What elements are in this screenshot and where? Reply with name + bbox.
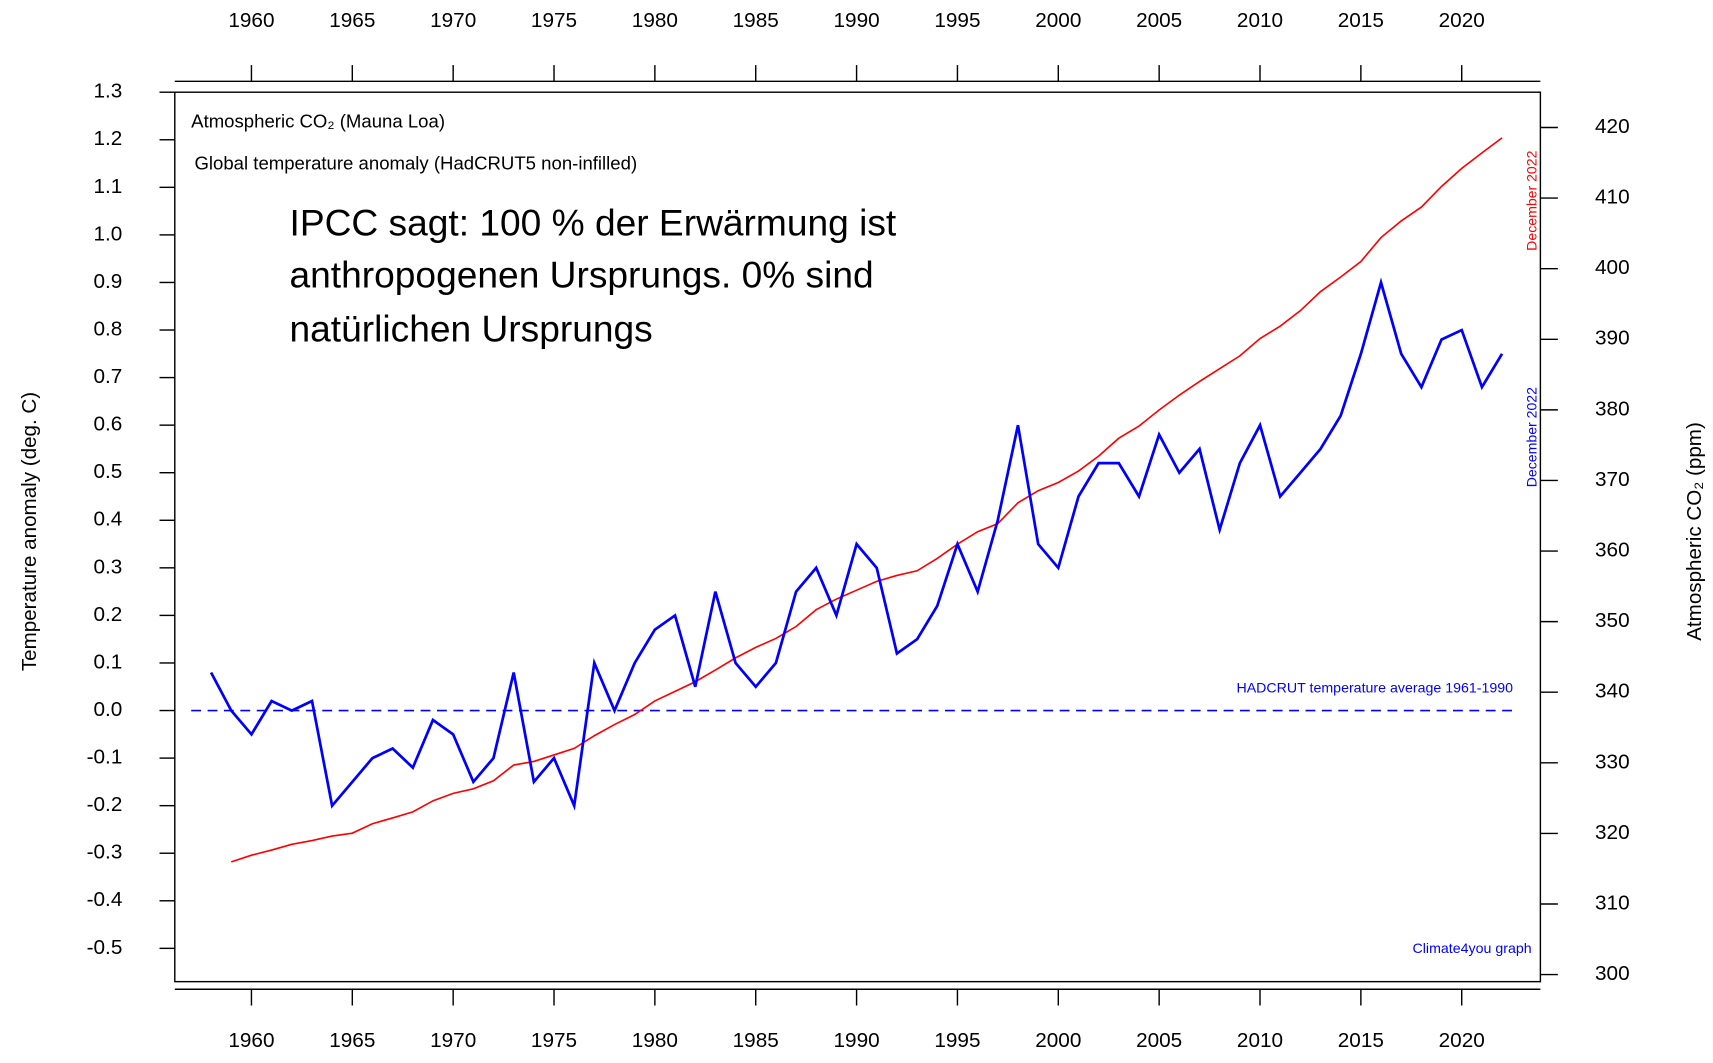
x-tick-label: 2020 (1439, 9, 1485, 32)
x-tick-label: 2010 (1237, 9, 1283, 32)
annotation: IPCC sagt: 100 % der Erwärmung ist (290, 201, 897, 243)
y-tick-label: 1.2 (94, 127, 123, 150)
y2-axis-label: Atmospheric CO₂ (ppm) (1683, 422, 1706, 641)
y-tick-label: 1.1 (94, 175, 123, 198)
y2-tick-label: 370 (1595, 468, 1630, 491)
y-tick-label: 0.3 (94, 555, 123, 578)
y-tick-label: 1.3 (94, 80, 123, 103)
y-tick-label: 0.1 (94, 650, 123, 673)
y2-tick-label: 330 (1595, 750, 1630, 773)
legend-entry: Global temperature anomaly (HadCRUT5 non… (194, 153, 637, 174)
y-tick-label: 0.4 (94, 508, 123, 531)
end-label: December 2022 (1523, 150, 1539, 250)
y-tick-label: -0.4 (87, 888, 123, 911)
x-tick-label: 2015 (1338, 9, 1384, 32)
x-tick-label: 1995 (934, 1029, 980, 1052)
annotation: natürlichen Ursprungs (290, 308, 653, 350)
y-tick-label: 0.7 (94, 365, 123, 388)
y2-tick-label: 420 (1595, 115, 1630, 138)
y-tick-label: -0.2 (87, 793, 123, 816)
x-tick-label: 1960 (228, 9, 274, 32)
baseline-label: HADCRUT temperature average 1961-1990 (1236, 680, 1513, 696)
x-tick-label: 2000 (1035, 9, 1081, 32)
x-tick-label: 1980 (632, 1029, 678, 1052)
x-tick-label: 1990 (834, 1029, 880, 1052)
x-tick-label: 1965 (329, 1029, 375, 1052)
plot-frame (174, 91, 1542, 983)
y-axis-label: Temperature anomaly (deg. C) (18, 392, 41, 671)
y2-tick-label: 320 (1595, 821, 1630, 844)
y-tick-label: -0.5 (87, 936, 123, 959)
y-tick-label: 0.0 (94, 698, 123, 721)
data-line (231, 137, 1503, 863)
end-label: December 2022 (1523, 387, 1539, 487)
y2-tick-label: 410 (1595, 186, 1630, 209)
x-tick-label: 2005 (1136, 1029, 1182, 1052)
data-line (209, 277, 1504, 811)
x-tick-label: 2000 (1035, 1029, 1081, 1052)
x-tick-label: 2010 (1237, 1029, 1283, 1052)
y-tick-label: 0.8 (94, 318, 123, 341)
annotation: anthropogenen Ursprungs. 0% sind (290, 254, 874, 296)
y-tick-label: 1.0 (94, 222, 123, 245)
y-tick-label: 0.2 (94, 603, 123, 626)
x-tick-label: 1970 (430, 9, 476, 32)
y2-tick-label: 390 (1595, 327, 1630, 350)
x-tick-label: 2015 (1338, 1029, 1384, 1052)
x-tick-label: 1985 (733, 9, 779, 32)
x-tick-label: 1975 (531, 9, 577, 32)
legend-entry: Atmospheric CO₂ (Mauna Loa) (191, 111, 445, 132)
y2-tick-label: 400 (1595, 256, 1630, 279)
y-tick-label: -0.1 (87, 746, 123, 769)
y2-tick-label: 340 (1595, 680, 1630, 703)
y-tick-label: 0.9 (94, 270, 123, 293)
x-tick-label: 1960 (228, 1029, 274, 1052)
x-tick-label: 2005 (1136, 9, 1182, 32)
x-tick-label: 1965 (329, 9, 375, 32)
y2-tick-label: 310 (1595, 892, 1630, 915)
y2-tick-label: 380 (1595, 397, 1630, 420)
y-tick-label: 0.5 (94, 460, 123, 483)
x-tick-label: 1995 (934, 9, 980, 32)
x-tick-label: 1975 (531, 1029, 577, 1052)
y2-tick-label: 350 (1595, 609, 1630, 632)
x-tick-label: 2020 (1439, 1029, 1485, 1052)
credit: Climate4you graph (1413, 940, 1532, 956)
x-tick-label: 1990 (834, 9, 880, 32)
y2-tick-label: 300 (1595, 962, 1630, 985)
x-tick-label: 1985 (733, 1029, 779, 1052)
y-tick-label: -0.3 (87, 841, 123, 864)
y2-tick-label: 360 (1595, 539, 1630, 562)
y-tick-label: 0.6 (94, 413, 123, 436)
x-tick-label: 1970 (430, 1029, 476, 1052)
x-tick-label: 1980 (632, 9, 678, 32)
